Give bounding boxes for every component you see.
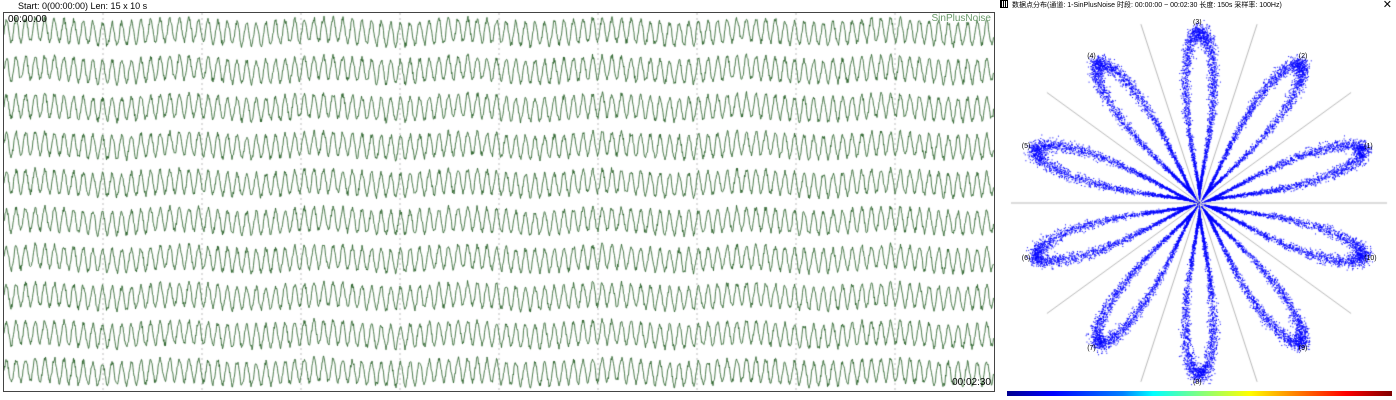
sector-label-4: (4) — [1087, 53, 1096, 61]
sector-label-6: (6) — [1021, 254, 1031, 262]
sector-label-7: (7) — [1087, 344, 1096, 352]
sector-label-8: (8) — [1193, 379, 1202, 386]
range-header: Start: 0(00:00:00) Len: 15 x 10 s — [18, 1, 148, 11]
sector-label-9: (9) — [1298, 344, 1308, 352]
sector-label-10: (10) — [1364, 254, 1377, 262]
channel-name: SinPlusNoise — [931, 13, 991, 24]
sector-label-1: (1) — [1364, 143, 1373, 151]
sector-label-5: (5) — [1021, 143, 1031, 151]
waveform-canvas[interactable] — [4, 13, 994, 391]
sector-label-3: (3) — [1193, 19, 1202, 26]
polar-scatter-plot — [1007, 10, 1392, 390]
close-icon[interactable]: ✕ — [1382, 0, 1392, 11]
waveform-panel[interactable]: 00:00:00 SinPlusNoise 00:02:30 — [3, 12, 995, 392]
end-time: 00:02:30 — [952, 377, 991, 388]
sector-label-2: (2) — [1298, 53, 1308, 61]
scatter-title: 数据点分布(通道: 1-SinPlusNoise 时段: 00:00:00 ~ … — [1000, 0, 1282, 10]
chart-icon — [1000, 0, 1008, 8]
scatter-title-text: 数据点分布(通道: 1-SinPlusNoise 时段: 00:00:00 ~ … — [1012, 2, 1282, 9]
colorbar — [1007, 391, 1392, 396]
start-time: 00:00:00 — [8, 14, 47, 25]
